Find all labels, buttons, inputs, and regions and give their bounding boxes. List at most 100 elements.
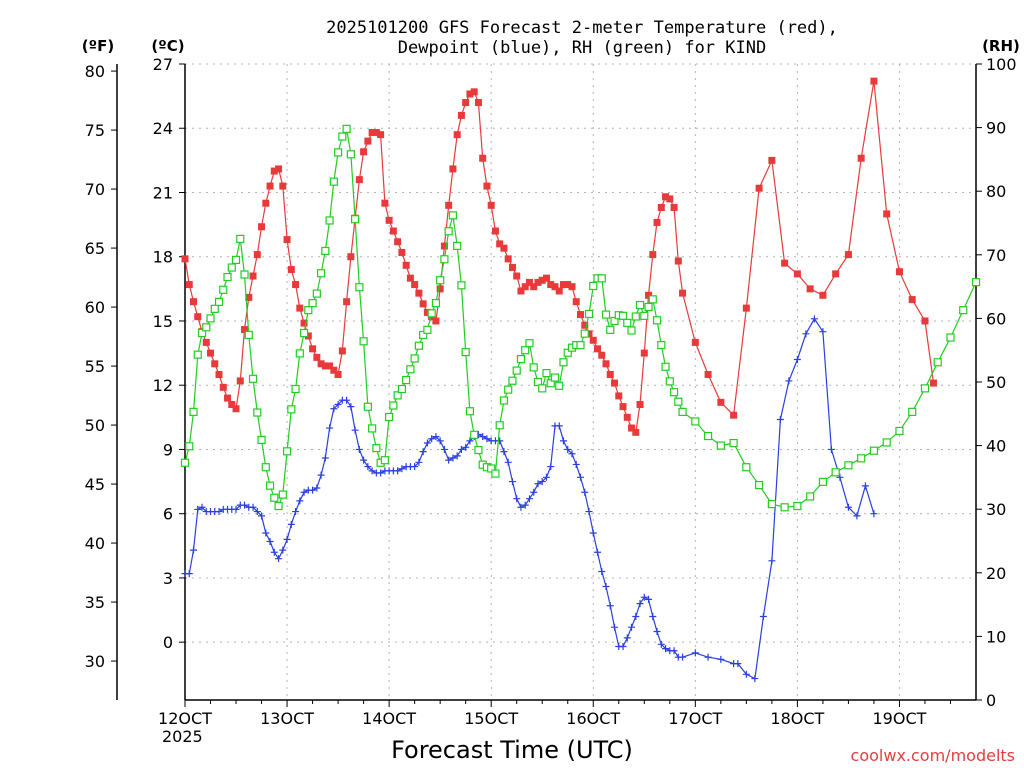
dewpoint-point — [185, 570, 193, 578]
rh-point — [563, 348, 572, 357]
dewpoint-point — [619, 642, 627, 650]
rh-point — [363, 402, 372, 411]
rh-point — [597, 274, 606, 283]
dewpoint-point — [317, 471, 325, 479]
rh-tick-label: 90 — [986, 119, 1006, 138]
x-tick-label: 18OCT — [770, 709, 824, 728]
rh-point — [869, 446, 879, 455]
rh-point — [818, 477, 828, 486]
x-tick-year: 2025 — [162, 727, 203, 746]
x-tick-label: 17OCT — [668, 709, 722, 728]
dewpoint-point — [657, 640, 665, 648]
temperature-point — [283, 236, 291, 244]
dewpoint-point — [870, 510, 878, 518]
dewpoint-point — [530, 488, 538, 496]
celsius-tick-label: 3 — [163, 569, 173, 588]
temperature-point — [202, 338, 210, 346]
rh-point — [946, 333, 955, 342]
chart-title-line-1: 2025101200 GFS Forecast 2-meter Temperat… — [326, 18, 838, 38]
temperature-point — [870, 77, 878, 85]
temperature-point — [606, 371, 614, 379]
rh-point — [197, 328, 207, 338]
temperature-point — [670, 203, 678, 211]
temperature-point — [317, 360, 325, 368]
temperature-point — [585, 330, 593, 338]
temperature-point — [296, 304, 304, 312]
temperature-point — [640, 349, 648, 357]
temperature-point — [594, 345, 602, 353]
dewpoint-point — [785, 377, 793, 385]
temperature-point — [355, 176, 363, 184]
temperature-point — [249, 272, 257, 280]
dewpoint-point — [462, 443, 470, 451]
temperature-point — [496, 240, 504, 248]
temperature-point — [334, 371, 342, 379]
temperature-point — [730, 411, 738, 419]
temperature-point — [844, 251, 852, 259]
rh-point — [423, 325, 432, 334]
celsius-tick-label: 21 — [153, 183, 173, 202]
temperature-point — [525, 278, 533, 286]
credit-link[interactable]: coolwx.com/modelts — [851, 746, 1015, 765]
celsius-tick-label: 12 — [153, 376, 173, 395]
rh-point — [623, 318, 632, 327]
rh-tick-label: 80 — [986, 182, 1006, 201]
rh-point — [333, 148, 343, 157]
dewpoint-point — [632, 612, 640, 620]
rh-point — [546, 379, 555, 388]
rh-point — [368, 424, 377, 433]
dewpoint-point — [717, 655, 725, 663]
rh-point — [538, 384, 547, 393]
x-tick-label: 12OCT — [158, 709, 212, 728]
temperature-point — [895, 268, 903, 276]
rh-point — [261, 463, 270, 472]
temperature-point — [368, 129, 376, 137]
temperature-point — [215, 371, 223, 379]
temperature-point — [228, 400, 236, 408]
temperature-point — [568, 283, 576, 291]
temperature-point — [534, 278, 542, 286]
rh-point — [431, 299, 441, 308]
dewpoint-point — [861, 482, 869, 490]
dewpoint-point — [449, 454, 457, 462]
temperature-point — [679, 289, 687, 297]
dewpoint-point — [623, 634, 631, 642]
dewpoint-point — [321, 454, 329, 462]
rh-point — [321, 246, 330, 256]
x-tick-label: 13OCT — [260, 709, 314, 728]
dewpoint-point — [292, 508, 300, 516]
temperature-point — [666, 195, 674, 203]
rh-point — [882, 438, 891, 447]
dewpoint-point — [241, 501, 249, 509]
temperature-point — [253, 251, 261, 259]
temperature-point — [432, 317, 440, 325]
rh-point — [414, 341, 423, 350]
dewpoint-point — [483, 435, 491, 443]
temperature-point — [819, 291, 827, 299]
rh-tick-label: 70 — [986, 246, 1006, 265]
rh-point — [338, 132, 347, 141]
fahrenheit-tick-label: 30 — [85, 652, 105, 671]
rh-point — [436, 276, 445, 285]
rh-point — [648, 295, 657, 304]
temperature-point — [474, 99, 482, 107]
temperature-point — [645, 291, 653, 299]
temperature-point — [211, 360, 219, 368]
rh-point — [219, 285, 228, 294]
rh-series — [180, 124, 981, 512]
data-series — [180, 77, 981, 683]
dewpoint-point — [436, 437, 444, 445]
rh-point — [661, 362, 670, 371]
fahrenheit-tick-label: 70 — [85, 180, 105, 199]
rh-point — [533, 377, 543, 387]
dewpoint-point — [343, 396, 351, 404]
dewpoint-point — [423, 439, 431, 447]
temperature-point — [185, 281, 193, 289]
dewpoint-point — [428, 435, 436, 443]
dewpoint-point — [398, 465, 406, 473]
temperature-point — [662, 193, 670, 201]
rh-point — [584, 309, 594, 319]
rh-point — [287, 405, 296, 414]
rh-point — [270, 493, 279, 502]
rh-point — [461, 348, 470, 357]
